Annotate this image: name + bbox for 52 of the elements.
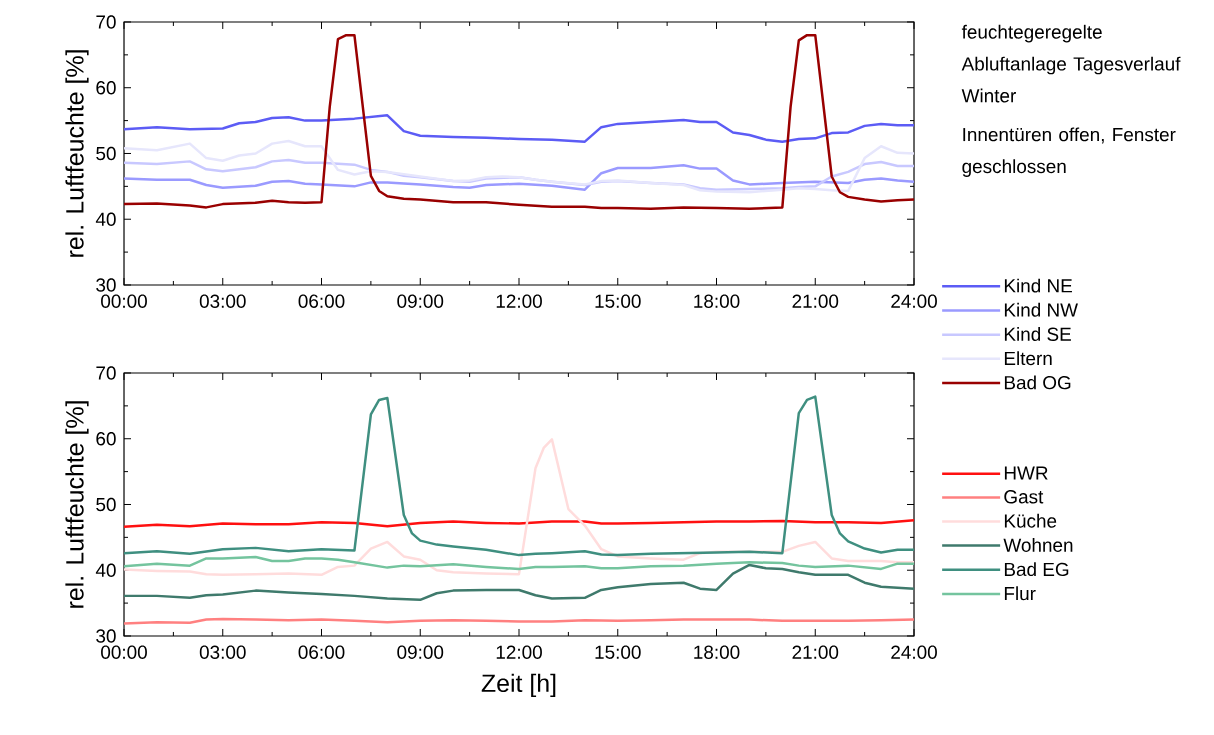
y-tick-label: 60: [96, 81, 116, 95]
line-series: [124, 555, 915, 571]
x-tick-label: 09:00: [397, 294, 444, 308]
line-series: [124, 139, 915, 194]
legend-label: Kind NW: [1004, 302, 1078, 317]
x-tick-label: 09:00: [397, 645, 444, 659]
legend-label: Bad OG: [1004, 375, 1071, 390]
y-axis-title: rel. Luftfeuchte [%]: [65, 401, 89, 608]
x-tick-label: 21:00: [792, 294, 839, 308]
legend-label: Bad EG: [1004, 562, 1069, 577]
x-tick-label: 24:00: [891, 294, 937, 308]
x-tick-label: 15:00: [595, 294, 641, 308]
x-tick-label: 15:00: [595, 645, 641, 659]
x-tick-label: 12:00: [496, 645, 542, 659]
y-tick-label: 40: [95, 212, 116, 226]
x-tick-label: 06:00: [298, 645, 345, 659]
line-series: [124, 114, 915, 143]
legend-label: Gast: [1004, 490, 1044, 504]
x-tick-label: 21:00: [792, 645, 839, 659]
line-series: [124, 158, 915, 191]
text: Innentüren offen, Fenster geschlossen: [962, 127, 1176, 177]
y-tick-label: 50: [96, 146, 116, 161]
x-tick-label: 03:00: [199, 294, 246, 308]
y-tick-label: 30: [96, 278, 116, 292]
line-series: [124, 33, 915, 210]
x-tick-label: 18:00: [694, 645, 740, 659]
y-tick-label: 70: [96, 15, 116, 29]
legend-label: Kind NE: [1004, 278, 1072, 293]
x-tick-label: 12:00: [496, 294, 542, 308]
text: feuchtegeregelte Abluftanlage Tagesverlauf Winter: [961, 24, 1181, 103]
line-series: [124, 519, 915, 529]
y-tick-label: 60: [96, 432, 116, 446]
x-tick-label: 24:00: [891, 645, 937, 659]
y-axis-title: rel. Luftfeuchte [%]: [65, 50, 89, 257]
x-tick-label: 00:00: [101, 645, 147, 659]
x-tick-label: 06:00: [298, 294, 345, 308]
x-tick-label: 03:00: [199, 645, 246, 659]
line-series: [124, 563, 915, 602]
legend-label: Flur: [1004, 586, 1036, 601]
line-series: [124, 164, 915, 191]
legend-label: Küche: [1004, 513, 1057, 528]
legend-label: Kind SE: [1004, 327, 1071, 341]
x-tick-label: 00:00: [101, 294, 147, 308]
y-tick-label: 70: [96, 366, 116, 380]
x-tick-label: 18:00: [694, 294, 740, 308]
legend-label: Eltern: [1004, 351, 1052, 366]
y-tick-label: 50: [96, 497, 116, 512]
x-axis-title: Zeit [h]: [481, 673, 556, 697]
y-tick-label: 40: [95, 563, 116, 577]
legend-label: Wohnen: [1003, 537, 1073, 552]
y-tick-label: 30: [96, 629, 116, 643]
legend-label: HWR: [1004, 466, 1048, 480]
